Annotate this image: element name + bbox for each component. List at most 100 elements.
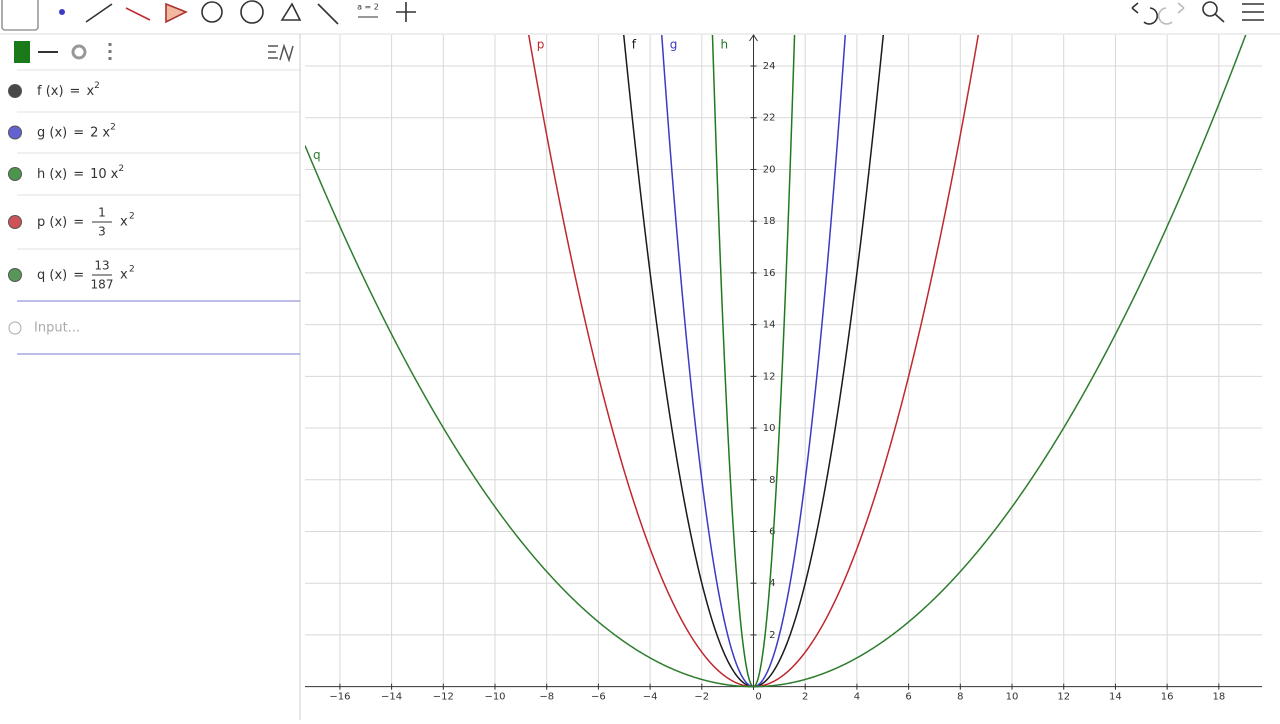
y-tick-label: 18 (763, 216, 776, 227)
function-curve (622, 35, 885, 688)
x-tick-label: −4 (643, 692, 658, 703)
function-curve (711, 35, 796, 688)
equals-sign: = (73, 215, 84, 230)
tool-perpendicular[interactable] (125, 7, 151, 21)
equals-sign: = (73, 268, 84, 283)
entry-visibility[interactable] (8, 167, 22, 181)
style-color[interactable] (14, 41, 30, 63)
x-tick-label: −14 (381, 692, 402, 703)
search[interactable] (1202, 1, 1218, 17)
y-tick-label: 6 (769, 526, 775, 537)
entry-exponent: 2 (94, 81, 100, 91)
equals-sign: = (73, 167, 84, 182)
entry-formula[interactable]: q (x) = (37, 268, 84, 283)
tool-polygon[interactable] (165, 2, 188, 24)
tool-move-view[interactable] (396, 2, 416, 22)
curves (305, 35, 1247, 688)
y-tick-label: 22 (763, 113, 776, 124)
entry-formula[interactable]: p (x) = (37, 215, 84, 230)
entry-exponent: 2 (110, 122, 116, 132)
fraction-denominator: 187 (91, 278, 114, 292)
tool-move[interactable] (1, 0, 39, 31)
y-tick-label: 8 (769, 475, 775, 486)
y-tick-label: 24 (763, 61, 776, 72)
graphics-view: −16 −14 −12 −10 −8 −6 −4 −2 0 2 4 6 8 10 12 14 16 1824681… (305, 34, 1262, 703)
fraction-denominator: 3 (98, 225, 106, 239)
entry-variable: x (102, 125, 110, 140)
entry-exponent: 2 (129, 265, 135, 275)
entry-formula[interactable]: h (x) = 10 x2 (37, 164, 124, 182)
y-axis-arrow (749, 34, 758, 42)
y-tick-label: 12 (763, 371, 776, 382)
entry-exponent: 2 (118, 164, 124, 174)
function-curve (660, 35, 847, 688)
equals-sign: = (70, 84, 81, 99)
function-curve (305, 35, 1247, 688)
curve-label: q (313, 148, 321, 162)
tool-circle[interactable] (201, 1, 223, 23)
entry-visibility[interactable] (8, 84, 22, 98)
undo[interactable] (1131, 2, 1159, 25)
entry-visibility[interactable] (8, 215, 22, 229)
y-tick-label: 10 (763, 423, 776, 434)
function-lhs: f (x) (37, 84, 64, 99)
y-tick-label: 2 (769, 630, 775, 641)
x-tick-label: 2 (802, 692, 808, 703)
tool-reflect[interactable] (317, 3, 339, 25)
y-tick-label: 16 (763, 268, 776, 279)
fraction-numerator: 1 (98, 206, 106, 220)
entry-variable: x (86, 84, 94, 99)
tool-conic[interactable] (240, 0, 264, 24)
x-tick-label: −16 (329, 692, 350, 703)
input-icon (8, 321, 22, 335)
x-tick-label: 16 (1161, 692, 1174, 703)
algebra-toggle[interactable] (268, 43, 294, 63)
entry-formula[interactable]: f (x) = x2 (37, 81, 100, 99)
input-bar[interactable]: Input... (34, 321, 80, 336)
function-lhs: g (x) (37, 125, 67, 140)
redo[interactable] (1157, 2, 1185, 25)
tool-angle[interactable] (280, 2, 302, 21)
x-tick-label: −10 (484, 692, 505, 703)
equals-sign: = (73, 125, 84, 140)
x-tick-label: −8 (539, 692, 554, 703)
entry-visibility[interactable] (8, 125, 22, 140)
curve-label: g (670, 38, 678, 52)
x-tick-label: 6 (905, 692, 911, 703)
y-tick-label: 14 (763, 320, 776, 331)
entry-coefficient: 2 (90, 125, 98, 140)
x-tick-label: −2 (694, 692, 709, 703)
x-tick-label: −6 (591, 692, 606, 703)
entry-visibility[interactable] (8, 268, 22, 282)
function-lhs: q (x) (37, 268, 67, 283)
fraction-numerator: 13 (94, 259, 109, 273)
x-tick-label: 14 (1109, 692, 1122, 703)
x-tick-label: 10 (1006, 692, 1019, 703)
x-tick-label: 18 (1212, 692, 1225, 703)
algebra-entries: f (x) = x2g (x) = 2 x2h (x) = 10 x2p (x) =13x 2q (… (8, 81, 300, 355)
function-lhs: p (x) (37, 215, 67, 230)
entry-variable: x (120, 268, 128, 283)
tool-slider-label[interactable]: a = 2 (357, 3, 379, 12)
x-tick-label: 12 (1057, 692, 1070, 703)
entry-coefficient: 10 (90, 167, 107, 182)
y-tick-label: 20 (763, 164, 776, 175)
curve-label: f (632, 38, 637, 52)
algebra-view (17, 40, 300, 720)
entry-variable: x (111, 167, 119, 182)
entry-exponent: 2 (129, 212, 135, 222)
entry-formula[interactable]: g (x) = 2 x2 (37, 122, 116, 140)
x-tick-label: 4 (854, 692, 860, 703)
x-tick-label: 0 (755, 692, 761, 703)
toolbar (0, 0, 1280, 34)
entry-variable: x (120, 215, 128, 230)
tool-icons (1, 0, 1264, 31)
tool-line[interactable] (85, 3, 113, 23)
tool-point[interactable] (59, 9, 65, 15)
x-tick-label: 8 (957, 692, 963, 703)
x-tick-label: −12 (433, 692, 454, 703)
menu[interactable] (1242, 3, 1264, 21)
curve-label: h (720, 38, 728, 52)
settings[interactable] (71, 44, 87, 60)
